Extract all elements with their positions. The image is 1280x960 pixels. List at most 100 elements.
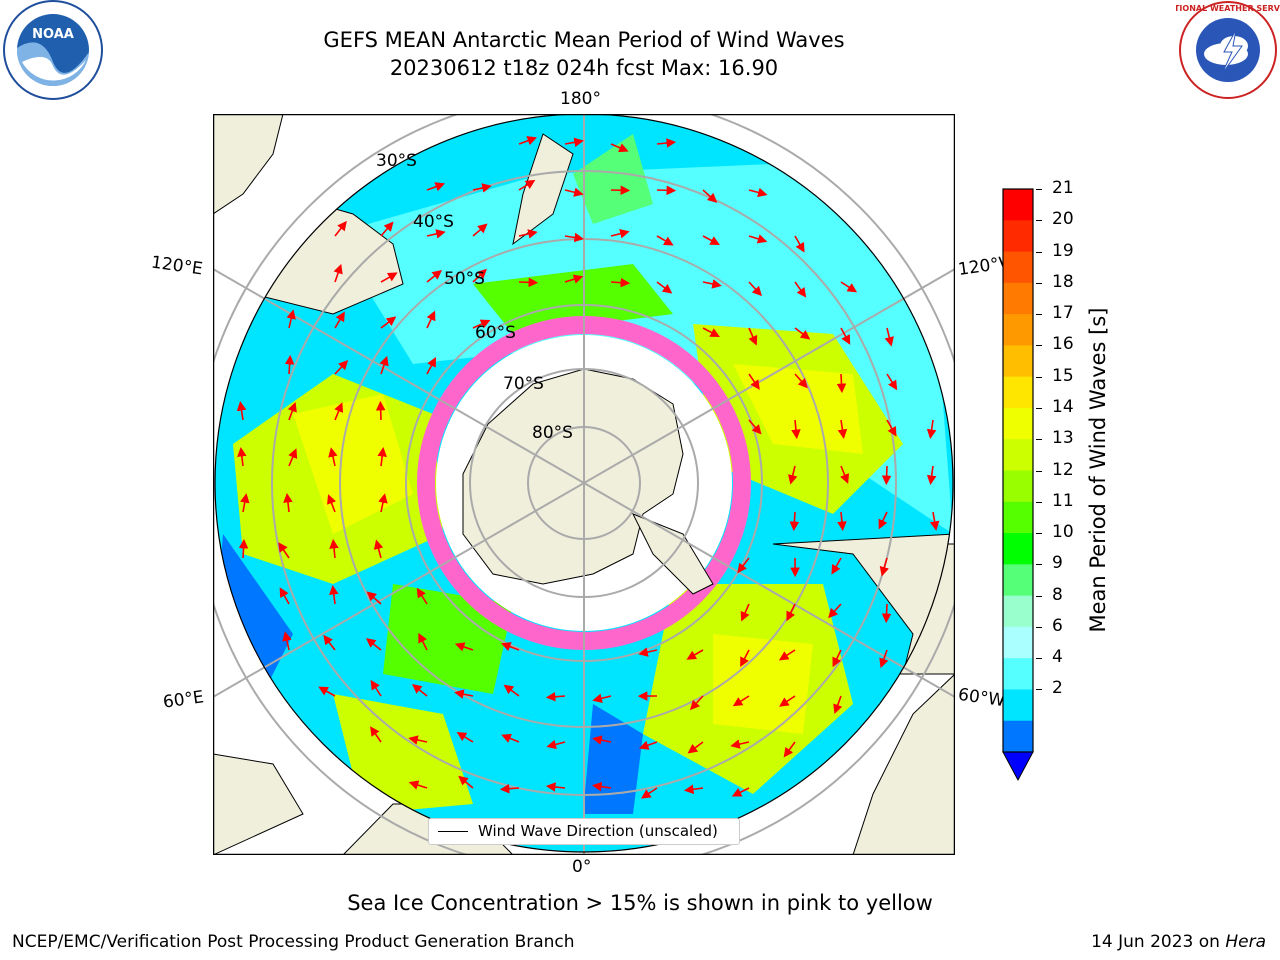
wave-direction-arrow — [610, 143, 629, 153]
wave-direction-arrow — [472, 319, 491, 329]
colorbar-tick-mark — [1036, 314, 1042, 316]
wave-direction-arrow — [503, 684, 520, 697]
wave-direction-arrow — [545, 691, 566, 702]
wave-direction-arrow — [323, 634, 336, 651]
wave-direction-arrow — [282, 631, 292, 651]
wave-direction-arrow — [370, 679, 382, 697]
wave-direction-arrow — [329, 538, 339, 559]
wave-direction-arrow — [334, 402, 344, 421]
wave-direction-arrow — [380, 221, 394, 237]
wave-direction-arrow — [334, 311, 345, 329]
wave-direction-arrow — [840, 281, 858, 293]
colorbar-band — [1003, 439, 1033, 471]
colorbar-tick-mark — [1036, 470, 1042, 472]
wave-direction-arrow — [472, 268, 487, 283]
wave-direction-arrow — [831, 557, 842, 575]
colorbar-band — [1003, 345, 1033, 378]
wave-direction-arrow — [791, 419, 801, 440]
wave-direction-arrow — [591, 781, 612, 792]
wave-direction-arrow — [456, 731, 474, 743]
wave-direction-arrow — [748, 373, 760, 390]
wave-direction-arrow — [740, 649, 750, 668]
wave-direction-arrow — [318, 686, 336, 697]
wave-direction-arrow — [238, 538, 249, 559]
footer-date: 14 Jun 2023 on Hera — [1091, 932, 1266, 952]
wave-direction-arrow — [638, 740, 658, 750]
wave-direction-arrow — [737, 557, 750, 574]
colorbar-tick-label: 8 — [1052, 584, 1063, 605]
wave-direction-arrow — [748, 419, 762, 435]
svg-text:NOAA: NOAA — [32, 27, 74, 42]
lat-label-30s: 30°S — [376, 151, 417, 171]
wave-direction-arrow — [379, 355, 389, 375]
wave-direction-arrow — [840, 465, 850, 484]
colorbar-tick-mark — [1036, 658, 1042, 660]
wave-direction-arrow — [881, 603, 892, 624]
wave-direction-arrow — [656, 235, 674, 246]
colorbar-tick-mark — [1036, 251, 1042, 253]
wave-direction-arrow — [426, 357, 436, 375]
colorbar-tick-label: 20 — [1052, 209, 1074, 230]
colorbar-label: Mean Period of Wind Waves [s] — [1086, 307, 1110, 633]
colorbar-band — [1003, 282, 1033, 315]
wave-direction-arrow — [501, 642, 520, 652]
wave-direction-arrow — [702, 235, 720, 246]
wave-direction-arrow — [373, 539, 384, 559]
wave-direction-arrow — [380, 316, 397, 329]
lon-label-60w: 60°W — [956, 684, 1007, 712]
footer-credit: NCEP/EMC/Verification Post Processing Pr… — [12, 932, 575, 952]
wave-direction-arrow — [687, 741, 704, 754]
wave-direction-arrow — [789, 511, 800, 532]
colorbar-tick-label: 16 — [1052, 334, 1074, 355]
wave-direction-arrow — [640, 787, 658, 799]
polar-map — [193, 92, 975, 874]
colorbar-tick-label: 14 — [1052, 396, 1074, 417]
wave-direction-arrow — [375, 400, 386, 421]
wave-direction-arrow — [832, 649, 842, 668]
wave-direction-arrow — [788, 465, 798, 485]
page-title: GEFS MEAN Antarctic Mean Period of Wind … — [323, 28, 845, 52]
colorbar-band — [1003, 720, 1033, 753]
wave-direction-arrow — [501, 733, 520, 743]
colorbar-tick-mark — [1036, 376, 1042, 378]
colorbar-band — [1003, 376, 1033, 409]
wave-direction-arrow — [365, 638, 382, 651]
colorbar-tick-mark — [1036, 595, 1042, 597]
wave-direction-arrow — [702, 279, 722, 289]
wave-direction-arrow — [840, 327, 851, 345]
colorbar-band — [1003, 220, 1033, 253]
colorbar-band — [1003, 251, 1033, 284]
wave-direction-arrow — [418, 632, 428, 651]
wave-direction-arrow — [837, 511, 847, 532]
colorbar-tick-label: 2 — [1052, 678, 1063, 699]
wave-direction-arrow — [884, 327, 894, 347]
lon-label-180: 180° — [560, 89, 601, 109]
wave-direction-arrow — [454, 642, 474, 652]
lat-label-80s: 80°S — [532, 423, 573, 443]
wave-direction-arrow — [458, 775, 474, 789]
wave-direction-arrow — [240, 493, 250, 513]
wave-direction-arrow — [370, 726, 382, 743]
wave-direction-arrow — [836, 373, 847, 394]
wave-direction-arrow — [886, 373, 898, 391]
wave-direction-arrow — [837, 419, 848, 439]
wave-direction-arrow — [833, 695, 843, 715]
colorbar-tick-label: 13 — [1052, 428, 1074, 449]
wave-direction-arrow — [748, 281, 762, 297]
colorbar — [1000, 186, 1036, 786]
wave-direction-arrow — [592, 735, 612, 745]
lon-label-120e: 120°E — [149, 252, 204, 280]
wave-direction-arrow — [794, 327, 811, 340]
wave-direction-arrow — [689, 695, 704, 711]
colorbar-band — [1003, 689, 1033, 722]
map-legend: Wind Wave Direction (unscaled) — [428, 818, 740, 845]
colorbar-band — [1003, 658, 1033, 690]
colorbar-tick-mark — [1036, 689, 1042, 691]
colorbar-band — [1003, 314, 1033, 346]
wave-direction-arrow — [638, 647, 658, 657]
wave-direction-arrow — [926, 465, 937, 486]
colorbar-tick-label: 12 — [1052, 459, 1074, 480]
wave-direction-arrow — [564, 137, 584, 148]
wave-direction-arrow — [564, 232, 584, 243]
wave-direction-arrow — [656, 138, 677, 148]
